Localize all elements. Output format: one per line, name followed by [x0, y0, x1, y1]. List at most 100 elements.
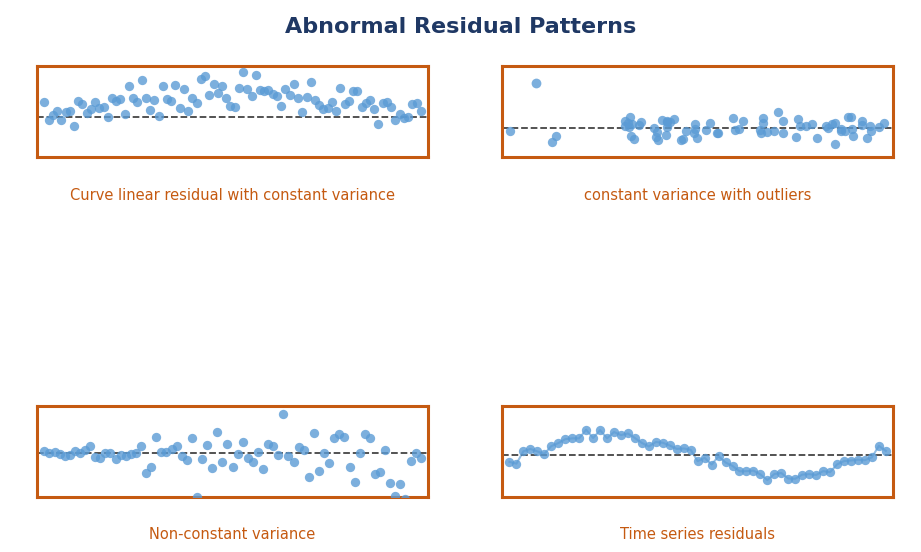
Point	[151, 112, 166, 120]
Point	[210, 428, 225, 437]
Point	[67, 447, 82, 456]
Point	[343, 462, 357, 471]
Point	[307, 428, 321, 437]
Point	[855, 117, 869, 126]
Point	[659, 116, 674, 125]
Point	[122, 81, 136, 90]
Point	[691, 457, 705, 465]
Point	[828, 119, 843, 128]
Point	[37, 446, 52, 455]
Point	[174, 452, 189, 461]
Point	[613, 431, 628, 439]
Point	[337, 433, 352, 442]
Point	[363, 434, 378, 443]
Point	[266, 442, 281, 450]
Point	[200, 440, 215, 449]
Point	[659, 118, 674, 126]
Point	[650, 135, 665, 144]
Point	[308, 96, 322, 105]
Point	[227, 103, 242, 112]
Point	[257, 87, 272, 95]
Point	[632, 120, 647, 129]
Point	[879, 447, 893, 455]
Point	[689, 134, 704, 142]
Point	[655, 115, 670, 124]
Point	[316, 104, 331, 113]
Point	[276, 410, 291, 418]
Point	[809, 470, 823, 479]
Point	[405, 99, 420, 108]
Point	[156, 82, 170, 91]
Point	[403, 457, 418, 466]
Point	[855, 121, 869, 130]
Point	[634, 117, 648, 126]
Point	[617, 121, 632, 130]
Point	[113, 450, 128, 459]
Point	[169, 80, 183, 89]
Point	[117, 110, 132, 119]
Point	[828, 140, 843, 149]
Point	[648, 438, 663, 447]
Point	[844, 112, 858, 121]
Point	[865, 453, 880, 461]
Point	[822, 124, 836, 132]
Point	[327, 434, 342, 443]
Point	[799, 121, 813, 130]
Point	[63, 107, 77, 116]
Point	[282, 91, 297, 99]
Point	[345, 86, 360, 95]
Point	[686, 128, 701, 137]
Point	[710, 128, 725, 137]
Point	[87, 98, 102, 107]
Point	[622, 123, 636, 132]
Point	[551, 439, 565, 448]
Point	[725, 114, 740, 123]
Point	[265, 89, 280, 98]
Point	[621, 429, 635, 438]
Point	[618, 117, 633, 126]
Point	[379, 98, 394, 107]
Point	[373, 468, 388, 477]
Point	[210, 88, 225, 97]
Point	[119, 451, 134, 460]
Point	[830, 460, 845, 469]
Point	[77, 446, 92, 455]
Point	[558, 435, 573, 444]
Point	[92, 103, 107, 112]
Point	[872, 123, 887, 131]
Point	[401, 113, 415, 121]
Point	[134, 76, 149, 85]
Point	[252, 86, 267, 94]
Point	[863, 122, 878, 131]
Point	[834, 126, 848, 135]
Point	[753, 129, 768, 137]
Point	[42, 449, 57, 458]
Point	[138, 94, 153, 103]
Point	[667, 114, 682, 123]
Point	[818, 121, 833, 130]
Point	[647, 124, 661, 133]
Point	[384, 103, 399, 112]
Point	[711, 452, 726, 461]
Point	[193, 75, 208, 84]
Point	[841, 113, 856, 121]
Point	[697, 453, 712, 462]
Point	[627, 135, 642, 144]
Point	[662, 441, 677, 450]
Point	[529, 78, 543, 87]
Point	[781, 474, 796, 483]
Point	[393, 480, 408, 489]
Point	[278, 85, 293, 94]
Point	[530, 447, 544, 456]
Point	[274, 102, 288, 110]
Point	[159, 448, 174, 457]
Point	[760, 128, 775, 136]
Point	[822, 468, 837, 476]
Point	[544, 442, 559, 450]
Point	[220, 440, 235, 449]
Point	[805, 120, 820, 129]
Point	[143, 105, 157, 114]
Point	[190, 492, 204, 501]
Point	[311, 467, 326, 476]
Point	[623, 113, 637, 121]
